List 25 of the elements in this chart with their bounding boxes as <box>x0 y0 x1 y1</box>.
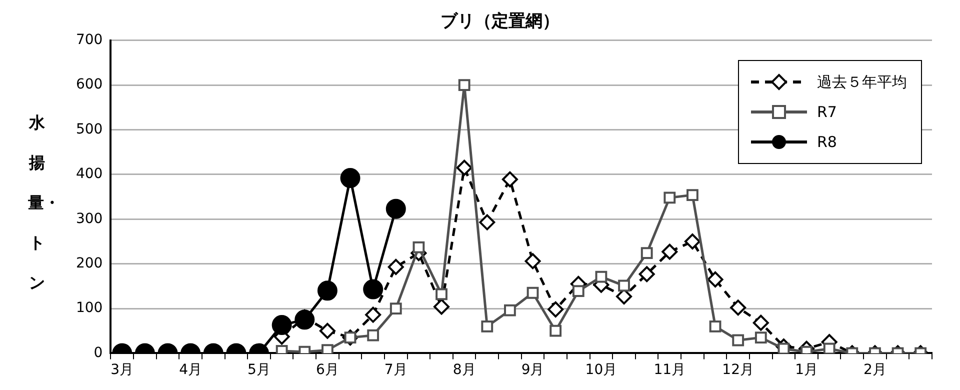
y-tick-label: 400 <box>76 166 103 182</box>
x-tick-label: 8月 <box>452 362 476 378</box>
chart-title: ブリ（定置網） <box>440 12 560 32</box>
y-tick-label: 500 <box>76 121 103 138</box>
legend-label: R8 <box>817 133 837 151</box>
x-tick-label: 4月 <box>179 362 202 378</box>
legend-label: 過去５年平均 <box>817 72 907 92</box>
x-tick-label: 11月 <box>654 362 686 378</box>
x-tick-label: 3月 <box>110 362 134 378</box>
x-tick-label: 6月 <box>316 362 339 378</box>
x-tick-label: 10月 <box>585 362 618 378</box>
y-tick-label: 200 <box>76 255 103 272</box>
x-tick-label: 12月 <box>722 362 754 378</box>
x-tick-label: 1月 <box>795 362 818 378</box>
y-tick-label: 300 <box>76 210 103 227</box>
x-tick-label: 2月 <box>864 362 886 378</box>
x-tick-label: 9月 <box>521 362 544 378</box>
text: 水揚量・トン <box>28 113 60 292</box>
y-tick-label: 700 <box>76 32 103 48</box>
y-tick-label: 0 <box>94 344 103 361</box>
x-tick-label: 5月 <box>248 362 270 378</box>
y-tick-label: 100 <box>76 300 103 316</box>
legend-label: R7 <box>817 103 837 121</box>
y-tick-label: 600 <box>76 76 103 93</box>
x-tick-label: 7月 <box>384 362 408 378</box>
